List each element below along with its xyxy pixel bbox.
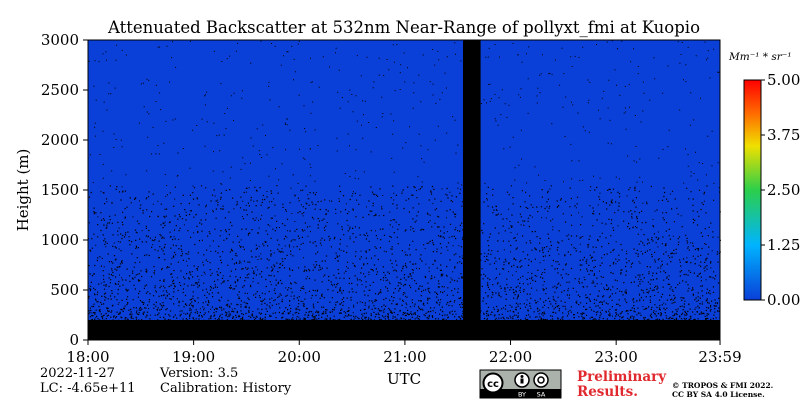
y-tick-label: 0 [69,331,79,349]
data-gap [462,40,481,340]
svg-text:SA: SA [537,391,546,399]
plot-area [87,39,721,341]
copyright-text: © TROPOS & FMI 2022. [672,381,773,390]
x-axis-label: UTC [387,370,421,388]
sa-icon [533,372,549,388]
colorbar-tick-label: 3.75 [767,126,800,144]
y-tick-label: 1500 [41,181,79,199]
y-tick-label: 1000 [41,231,79,249]
colorbar-scale [743,79,762,301]
x-tick-label: 21:00 [383,348,426,366]
preliminary-label-line2: Results. [577,384,638,400]
y-axis-label: Height (m) [14,149,32,232]
x-tick-label: 18:00 [66,348,109,366]
colorbar-tick-label: 1.25 [767,236,800,254]
footer-info: 2022-11-27 LC: -4.65e+11 Version: 3.5 Ca… [40,366,292,396]
cc-icon [482,372,504,394]
preliminary-label: Preliminary [577,369,667,385]
near-surface-layer [88,320,720,340]
plot-background [88,40,720,340]
date-text: 2022-11-27 [40,366,115,381]
colorbar-tick-label: 2.50 [767,181,800,199]
svg-text:cc: cc [487,379,499,390]
license-text: CC BY SA 4.0 License. [672,390,765,399]
colorbar-ticks: 0.00 1.25 2.50 3.75 5.00 [761,71,800,309]
y-tick-label: 3000 [41,31,79,49]
colorbar-unit-label: Mm⁻¹ * sr⁻¹ [728,51,792,63]
x-tick-label: 23:59 [698,348,741,366]
chart-title: Attenuated Backscatter at 532nm Near-Ran… [107,18,700,37]
colorbar-tick-label: 5.00 [767,71,800,89]
x-axis: 18:00 19:00 20:00 21:00 22:00 23:00 23:59 [66,340,742,366]
y-tick-label: 2500 [41,81,79,99]
y-axis: 0 500 1000 1500 2000 2500 3000 [41,31,88,349]
signal-speckle [88,40,721,340]
x-tick-label: 23:00 [595,348,638,366]
x-tick-label: 20:00 [278,348,321,366]
version-text: Version: 3.5 [159,366,238,381]
y-tick-label: 2000 [41,131,79,149]
y-tick-label: 500 [50,281,79,299]
calibration-text: Calibration: History [160,381,292,396]
x-tick-label: 22:00 [489,348,532,366]
lc-text: LC: -4.65e+11 [40,381,136,396]
x-tick-label: 19:00 [172,348,215,366]
colorbar-tick-label: 0.00 [767,291,800,309]
colorbar: Mm⁻¹ * sr⁻¹ 0.00 1.25 2.50 3.75 5.00 [728,51,800,309]
cc-license-badge: cc BY SA [479,369,562,399]
svg-text:BY: BY [518,391,526,399]
